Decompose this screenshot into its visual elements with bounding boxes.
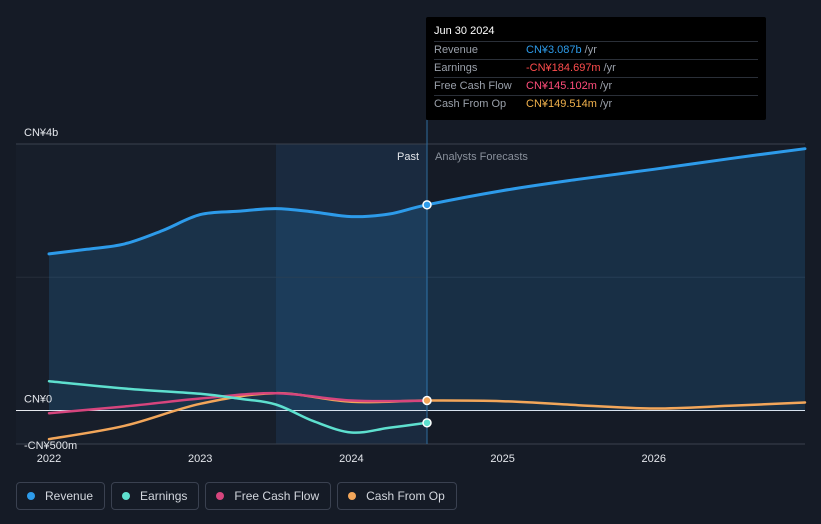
y-tick-label: CN¥0 [24, 394, 52, 406]
revenue-marker [422, 200, 432, 210]
x-tick-label: 2022 [37, 453, 61, 465]
y-tick-label: -CN¥500m [24, 440, 77, 452]
tooltip-unit: /yr [599, 80, 613, 92]
hover-tooltip: Jun 30 2024 Revenue CN¥3.087b /yr Earnin… [426, 17, 766, 120]
legend-dot-icon [27, 492, 35, 500]
legend-item-free-cash-flow[interactable]: Free Cash Flow [205, 482, 332, 510]
x-tick-label: 2026 [642, 453, 666, 465]
x-tick-label: 2024 [339, 453, 363, 465]
cash-from-op-marker [422, 395, 432, 406]
legend-label: Revenue [45, 489, 94, 503]
revenue-line [47, 147, 807, 256]
tooltip-unit: /yr [603, 62, 616, 74]
forecast-label: Analysts Forecasts [435, 151, 528, 163]
tooltip-label: Earnings [434, 62, 478, 74]
tooltip-label: Free Cash Flow [434, 80, 512, 92]
tooltip-row-free-cash-flow: Free Cash Flow CN¥145.102m /yr [434, 77, 758, 95]
legend-item-revenue[interactable]: Revenue [16, 482, 106, 510]
legend-dot-icon [348, 492, 357, 500]
legend-label: Earnings [140, 489, 188, 503]
x-tick-label: 2025 [490, 453, 514, 465]
tooltip-value: CN¥3.087b [526, 44, 582, 56]
tooltip-value: -CN¥184.697m [526, 62, 601, 74]
past-label: Past [397, 151, 419, 163]
chart-background [16, 144, 427, 444]
chart-legend: Revenue Earnings Free Cash Flow Cash Fro… [16, 482, 457, 510]
y-tick-label: CN¥4b [24, 127, 58, 139]
tooltip-date: Jun 30 2024 [434, 25, 495, 37]
tooltip-row-cash-from-op: Cash From Op CN¥149.514m /yr [434, 95, 758, 113]
legend-item-cash-from-op[interactable]: Cash From Op [337, 482, 457, 510]
tooltip-row-revenue: Revenue CN¥3.087b /yr [434, 41, 758, 59]
free-cash-flow-line [47, 391, 429, 415]
legend-dot-icon [122, 492, 131, 500]
series-lines [47, 147, 807, 441]
legend-item-earnings[interactable]: Earnings [111, 482, 200, 510]
legend-dot-icon [216, 492, 225, 500]
tooltip-unit: /yr [599, 98, 613, 110]
tooltip-value: CN¥145.102m [526, 80, 597, 92]
tooltip-value: CN¥149.514m [526, 98, 597, 110]
tooltip-row-earnings: Earnings -CN¥184.697m /yr [434, 59, 758, 77]
tooltip-unit: /yr [584, 44, 597, 56]
legend-label: Cash From Op [366, 489, 445, 503]
tooltip-label: Revenue [434, 44, 479, 56]
earnings-marker [422, 418, 432, 428]
grid-lines [16, 120, 805, 445]
earnings-line [47, 379, 429, 434]
legend-label: Free Cash Flow [234, 489, 320, 503]
x-tick-label: 2023 [188, 453, 212, 465]
history-region [16, 144, 276, 444]
tooltip-label: Cash From Op [434, 98, 507, 110]
revenue-area [49, 148, 805, 411]
series-areas [49, 148, 805, 411]
